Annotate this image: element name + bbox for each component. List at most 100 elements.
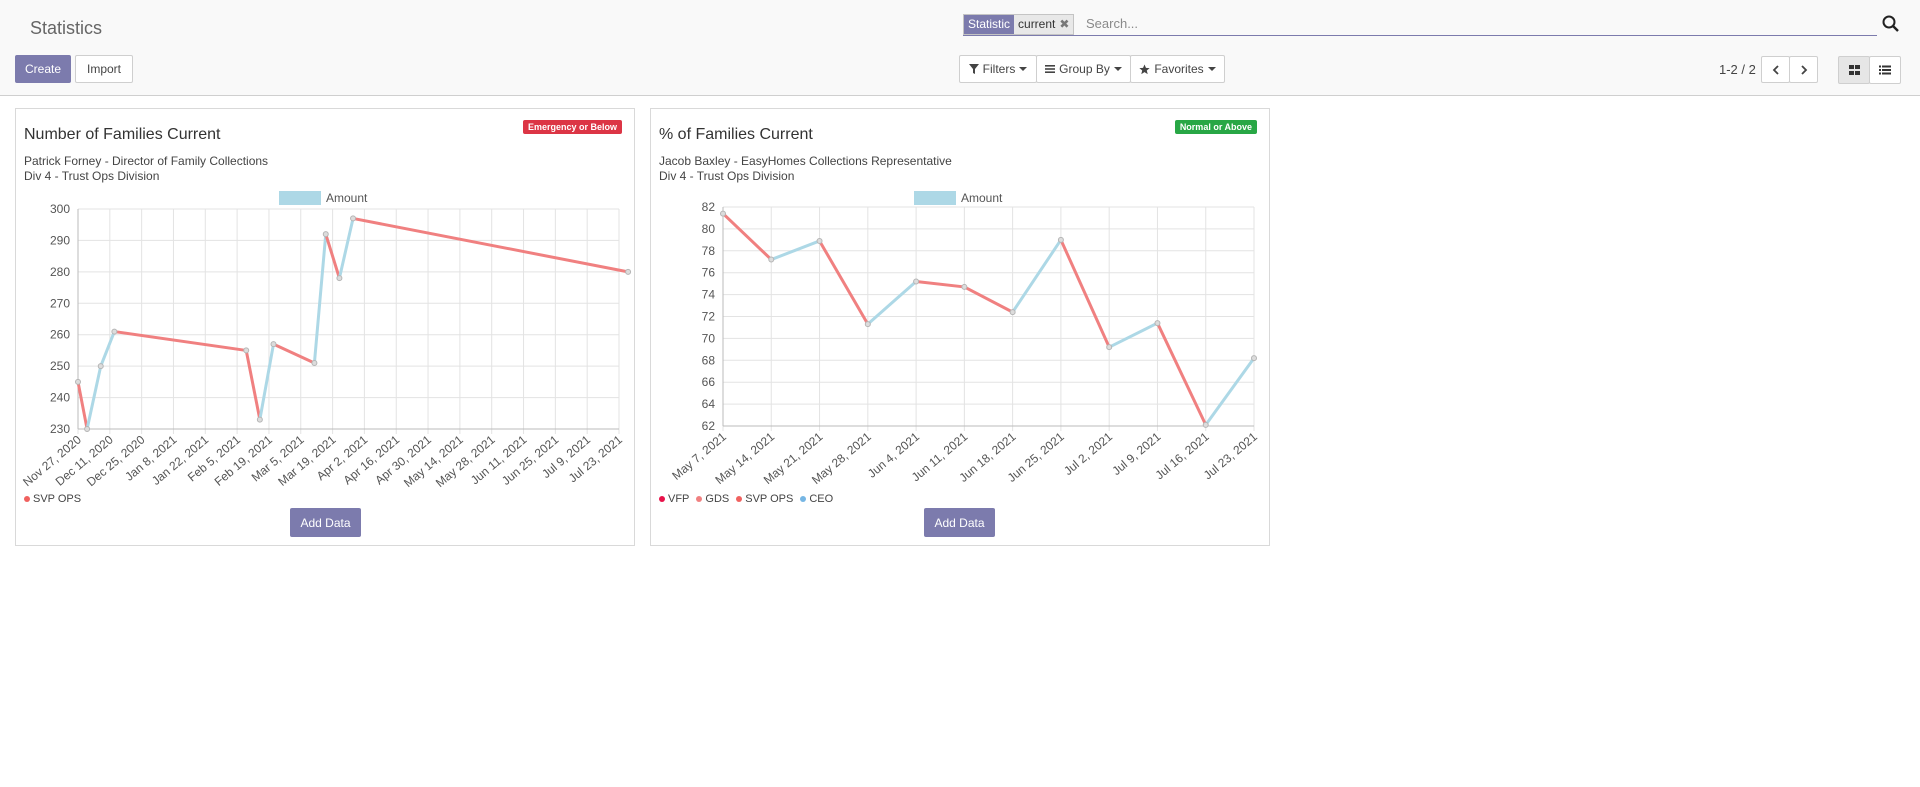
y-tick-label: 300 (50, 202, 70, 216)
chevron-right-icon (1800, 64, 1807, 75)
y-tick-label: 230 (50, 422, 70, 436)
kanban-view-button[interactable] (1838, 56, 1870, 84)
card-person: Jacob Baxley - EasyHomes Collections Rep… (659, 154, 952, 168)
series-line-segment (99, 330, 116, 368)
search-input[interactable] (1086, 13, 1846, 34)
list-view-button[interactable] (1869, 56, 1901, 84)
y-tick-label: 74 (702, 288, 716, 302)
data-point (256, 416, 263, 423)
data-point (864, 321, 871, 328)
card-division: Div 4 - Trust Ops Division (24, 169, 160, 183)
card-person: Patrick Forney - Director of Family Coll… (24, 154, 269, 168)
add-data-button[interactable]: Add Data (290, 508, 361, 537)
legend-dot (659, 496, 665, 502)
series-line-segment (112, 330, 248, 352)
data-point (111, 328, 118, 335)
y-tick-label: 70 (702, 331, 716, 345)
group-by-label: Group By (1059, 62, 1110, 76)
import-button[interactable]: Import (75, 55, 133, 83)
y-tick-label: 290 (50, 233, 70, 247)
card-title: % of Families Current (659, 126, 813, 143)
search-box: Statistic current ✖ (963, 13, 1899, 36)
data-point (1154, 320, 1161, 327)
legend-label: VFP (668, 493, 690, 505)
legend-dot (696, 496, 703, 502)
data-point (322, 231, 329, 238)
statistic-card[interactable]: Number of Families Current Patrick Forne… (15, 108, 635, 546)
y-tick-label: 270 (50, 296, 70, 310)
series-line-segment (721, 212, 773, 262)
status-badge: Normal or Above (1174, 120, 1257, 134)
control-panel: Statistics Statistic current ✖ Create Im… (0, 0, 1920, 96)
list-view-icon (1879, 65, 1891, 75)
filters-button[interactable]: Filters (959, 55, 1037, 83)
series-line-segment (271, 342, 316, 365)
legend-item: GDS (696, 493, 729, 505)
series-line-segment (818, 239, 870, 326)
caret-down-icon (1207, 67, 1216, 71)
data-point (1251, 355, 1257, 362)
pager-next-button[interactable] (1789, 56, 1818, 83)
pager-value[interactable]: 1-2 / 2 (1719, 62, 1756, 77)
status-badge: Emergency or Below (522, 120, 622, 134)
series-line-segment (1107, 321, 1159, 349)
series-line-segment (1155, 321, 1208, 427)
x-tick-label: Jul 2, 2021 (1061, 429, 1115, 478)
y-tick-label: 82 (702, 200, 716, 214)
series-line-segment (85, 364, 103, 431)
legend-label: SVP OPS (745, 493, 794, 505)
create-button[interactable]: Create (15, 55, 71, 83)
favorites-label: Favorites (1154, 62, 1204, 76)
facet-label: Statistic (964, 15, 1015, 34)
facet-remove-icon[interactable]: ✖ (1059, 17, 1070, 31)
add-data-button[interactable]: Add Data (924, 508, 995, 537)
series-line-segment (769, 239, 822, 262)
series-line-segment (244, 348, 262, 422)
legend-label: SVP OPS (33, 493, 82, 505)
series-line-segment (914, 279, 966, 289)
legend-dot (800, 496, 807, 502)
series-line-segment (337, 216, 355, 280)
data-point (311, 360, 318, 366)
legend-label: CEO (809, 493, 834, 505)
data-point (1009, 309, 1016, 316)
filter-icon (968, 64, 979, 74)
series-line-segment (76, 380, 89, 431)
legend-label: GDS (705, 493, 730, 505)
data-point (816, 237, 823, 244)
y-tick-label: 240 (50, 391, 70, 405)
data-point (336, 275, 343, 282)
data-point (1106, 344, 1113, 351)
series-line-segment (258, 342, 275, 422)
card-division: Div 4 - Trust Ops Division (659, 169, 795, 183)
facet-value: current (1018, 17, 1056, 31)
search-icon[interactable] (1881, 14, 1901, 34)
data-point (243, 347, 250, 354)
y-tick-label: 76 (702, 266, 716, 280)
data-point (625, 268, 632, 275)
page-title: Statistics (30, 18, 103, 38)
y-tick-label: 64 (702, 397, 716, 411)
series-line-segment (962, 285, 1015, 314)
series-line-segment (351, 216, 630, 274)
statistic-card[interactable]: % of Families Current Jacob Baxley - Eas… (650, 108, 1270, 546)
group-by-button[interactable]: Group By (1036, 55, 1131, 83)
star-icon (1139, 63, 1150, 74)
series-line-segment (324, 232, 341, 280)
list-bars-icon (1045, 65, 1056, 73)
data-point (75, 378, 81, 385)
series-legend: VFP GDS SVP OPS CEO (659, 493, 833, 505)
y-tick-label: 62 (702, 419, 716, 433)
y-tick-label: 260 (50, 328, 70, 342)
y-tick-label: 72 (702, 310, 716, 324)
data-point (1057, 236, 1064, 243)
legend-swatch (914, 191, 956, 205)
legend-dot (24, 496, 30, 502)
data-point (913, 278, 920, 285)
favorites-button[interactable]: Favorites (1130, 55, 1225, 83)
series-line-segment (866, 279, 918, 326)
pager-previous-button[interactable] (1761, 56, 1790, 83)
data-point (350, 215, 357, 222)
search-facet: Statistic current ✖ (963, 14, 1075, 35)
